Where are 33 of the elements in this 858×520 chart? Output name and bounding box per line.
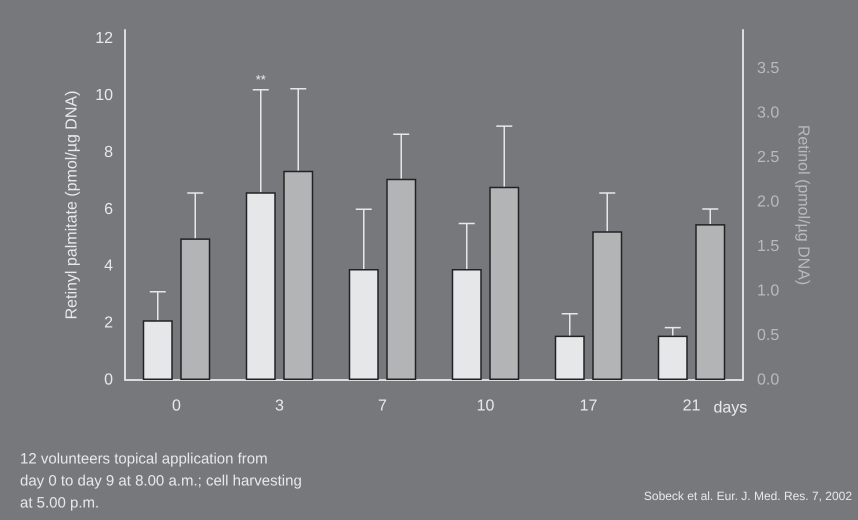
y-tick-label: 2 bbox=[104, 314, 114, 332]
x-tick-label: 21 bbox=[682, 398, 700, 414]
annotation: ** bbox=[256, 72, 266, 87]
x-tick-label: 0 bbox=[172, 398, 182, 414]
bar bbox=[592, 231, 622, 380]
bar bbox=[489, 186, 520, 380]
bar bbox=[180, 238, 210, 380]
y2-tick-label: 0.5 bbox=[757, 326, 780, 344]
y2-tick-label: 0.0 bbox=[757, 372, 780, 388]
x-tick-label: 3 bbox=[275, 398, 284, 414]
y-tick-label: 12 bbox=[95, 30, 114, 48]
x-tick-label: 10 bbox=[476, 398, 494, 414]
text: 12 volunteers topical application from day 0 to day 9 at 8.00 a.m.; cell harvesting at 5.00 p.m. bbox=[20, 450, 302, 512]
bar bbox=[283, 170, 314, 380]
text: Sobeck et al. Eur. J. Med. Res. 7, 2002 bbox=[644, 489, 852, 503]
bar bbox=[386, 178, 416, 380]
y-axis-title: Retinyl palmitate (pmol/µg DNA) bbox=[64, 90, 80, 320]
y2-axis-title: Retinol (pmol/µg DNA) bbox=[794, 124, 812, 286]
x-tick-label: 7 bbox=[378, 398, 388, 414]
y2-tick-label: 2.0 bbox=[757, 193, 780, 210]
y2-tick-label: 1.5 bbox=[757, 238, 780, 255]
y2-tick-label: 3.0 bbox=[757, 104, 780, 122]
y-tick-label: 10 bbox=[95, 86, 114, 104]
y-tick-label: 6 bbox=[104, 200, 114, 218]
y2-tick-label: 2.5 bbox=[757, 148, 780, 166]
y-tick-label: 8 bbox=[104, 144, 114, 161]
x-axis-title: days bbox=[714, 400, 748, 416]
x-tick-label: 17 bbox=[580, 398, 598, 414]
y-tick-label: 4 bbox=[104, 258, 114, 275]
y2-tick-label: 1.0 bbox=[757, 282, 780, 300]
bar bbox=[695, 224, 726, 380]
y2-tick-label: 3.5 bbox=[757, 60, 780, 77]
y-tick-label: 0 bbox=[104, 372, 114, 388]
